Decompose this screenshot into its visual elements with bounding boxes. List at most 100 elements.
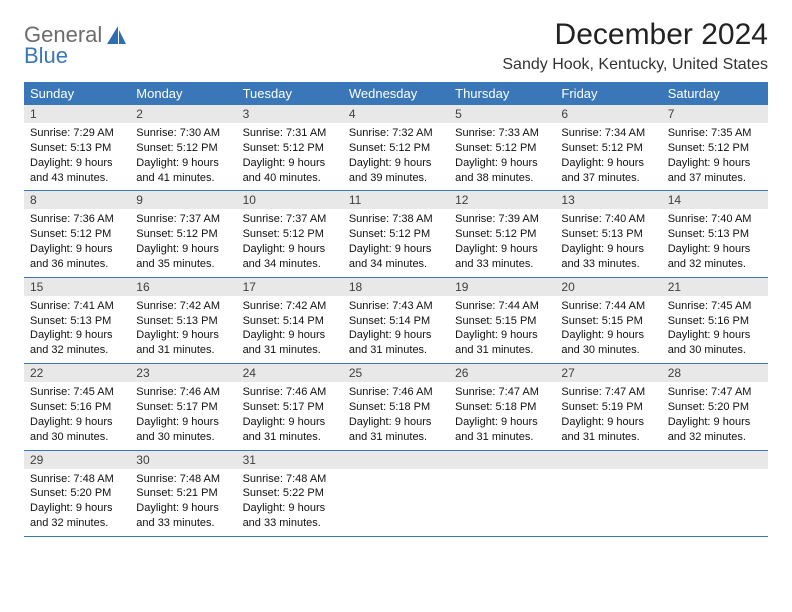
day-number: 23 bbox=[130, 364, 236, 382]
calendar-day: 29Sunrise: 7:48 AMSunset: 5:20 PMDayligh… bbox=[24, 450, 130, 536]
sunset-text: Sunset: 5:12 PM bbox=[561, 141, 655, 156]
sunset-text: Sunset: 5:12 PM bbox=[243, 141, 337, 156]
day-info: Sunrise: 7:39 AMSunset: 5:12 PMDaylight:… bbox=[449, 209, 555, 276]
sunrise-text: Sunrise: 7:29 AM bbox=[30, 126, 124, 141]
day-info: Sunrise: 7:29 AMSunset: 5:13 PMDaylight:… bbox=[24, 123, 130, 190]
day-number: 29 bbox=[24, 451, 130, 469]
calendar-day: 9Sunrise: 7:37 AMSunset: 5:12 PMDaylight… bbox=[130, 191, 236, 277]
sunset-text: Sunset: 5:17 PM bbox=[136, 400, 230, 415]
daylight-text: and 40 minutes. bbox=[243, 171, 337, 186]
sunrise-text: Sunrise: 7:39 AM bbox=[455, 212, 549, 227]
sunset-text: Sunset: 5:12 PM bbox=[349, 141, 443, 156]
daylight-text: Daylight: 9 hours bbox=[30, 415, 124, 430]
day-header: Saturday bbox=[662, 82, 768, 105]
day-info: Sunrise: 7:48 AMSunset: 5:21 PMDaylight:… bbox=[130, 469, 236, 536]
daylight-text: Daylight: 9 hours bbox=[455, 156, 549, 171]
day-header: Sunday bbox=[24, 82, 130, 105]
day-number bbox=[662, 451, 768, 469]
day-number: 31 bbox=[237, 451, 343, 469]
day-info: Sunrise: 7:47 AMSunset: 5:18 PMDaylight:… bbox=[449, 382, 555, 449]
daylight-text: Daylight: 9 hours bbox=[455, 242, 549, 257]
daylight-text: and 38 minutes. bbox=[455, 171, 549, 186]
day-info: Sunrise: 7:48 AMSunset: 5:20 PMDaylight:… bbox=[24, 469, 130, 536]
sunrise-text: Sunrise: 7:34 AM bbox=[561, 126, 655, 141]
calendar-day bbox=[555, 450, 661, 536]
day-info: Sunrise: 7:30 AMSunset: 5:12 PMDaylight:… bbox=[130, 123, 236, 190]
calendar-week: 29Sunrise: 7:48 AMSunset: 5:20 PMDayligh… bbox=[24, 450, 768, 536]
sunrise-text: Sunrise: 7:42 AM bbox=[136, 299, 230, 314]
day-info: Sunrise: 7:31 AMSunset: 5:12 PMDaylight:… bbox=[237, 123, 343, 190]
daylight-text: and 31 minutes. bbox=[349, 343, 443, 358]
daylight-text: Daylight: 9 hours bbox=[136, 415, 230, 430]
day-number: 6 bbox=[555, 105, 661, 123]
daylight-text: and 31 minutes. bbox=[243, 343, 337, 358]
day-number: 21 bbox=[662, 278, 768, 296]
calendar-day: 14Sunrise: 7:40 AMSunset: 5:13 PMDayligh… bbox=[662, 191, 768, 277]
daylight-text: and 43 minutes. bbox=[30, 171, 124, 186]
calendar-day: 28Sunrise: 7:47 AMSunset: 5:20 PMDayligh… bbox=[662, 364, 768, 450]
daylight-text: Daylight: 9 hours bbox=[668, 415, 762, 430]
sunset-text: Sunset: 5:12 PM bbox=[243, 227, 337, 242]
calendar-day: 5Sunrise: 7:33 AMSunset: 5:12 PMDaylight… bbox=[449, 105, 555, 191]
day-info: Sunrise: 7:40 AMSunset: 5:13 PMDaylight:… bbox=[555, 209, 661, 276]
day-number: 11 bbox=[343, 191, 449, 209]
calendar-day: 12Sunrise: 7:39 AMSunset: 5:12 PMDayligh… bbox=[449, 191, 555, 277]
calendar-week: 15Sunrise: 7:41 AMSunset: 5:13 PMDayligh… bbox=[24, 277, 768, 363]
calendar-day: 4Sunrise: 7:32 AMSunset: 5:12 PMDaylight… bbox=[343, 105, 449, 191]
calendar-day: 25Sunrise: 7:46 AMSunset: 5:18 PMDayligh… bbox=[343, 364, 449, 450]
location: Sandy Hook, Kentucky, United States bbox=[502, 56, 768, 74]
sunrise-text: Sunrise: 7:48 AM bbox=[136, 472, 230, 487]
sunset-text: Sunset: 5:18 PM bbox=[455, 400, 549, 415]
calendar-day: 7Sunrise: 7:35 AMSunset: 5:12 PMDaylight… bbox=[662, 105, 768, 191]
sunrise-text: Sunrise: 7:32 AM bbox=[349, 126, 443, 141]
sunset-text: Sunset: 5:20 PM bbox=[668, 400, 762, 415]
calendar-day: 23 Sunrise: 7:46 AMSunset: 5:17 PMDayligh… bbox=[130, 364, 236, 450]
day-number: 1 bbox=[24, 105, 130, 123]
day-number: 3 bbox=[237, 105, 343, 123]
daylight-text: Daylight: 9 hours bbox=[455, 415, 549, 430]
calendar-day: 20Sunrise: 7:44 AMSunset: 5:15 PMDayligh… bbox=[555, 277, 661, 363]
calendar-day: 26Sunrise: 7:47 AMSunset: 5:18 PMDayligh… bbox=[449, 364, 555, 450]
day-info: Sunrise: 7:44 AMSunset: 5:15 PMDaylight:… bbox=[555, 296, 661, 363]
day-number: 14 bbox=[662, 191, 768, 209]
day-number: 18 bbox=[343, 278, 449, 296]
day-info: Sunrise: 7:47 AMSunset: 5:19 PMDaylight:… bbox=[555, 382, 661, 449]
daylight-text: Daylight: 9 hours bbox=[30, 501, 124, 516]
day-number: 7 bbox=[662, 105, 768, 123]
day-info bbox=[555, 469, 661, 521]
calendar-day: 24Sunrise: 7:46 AMSunset: 5:17 PMDayligh… bbox=[237, 364, 343, 450]
daylight-text: Daylight: 9 hours bbox=[243, 501, 337, 516]
sunset-text: Sunset: 5:19 PM bbox=[561, 400, 655, 415]
day-number: 28 bbox=[662, 364, 768, 382]
day-info bbox=[343, 469, 449, 521]
day-info: Sunrise: 7:37 AMSunset: 5:12 PMDaylight:… bbox=[130, 209, 236, 276]
daylight-text: Daylight: 9 hours bbox=[136, 156, 230, 171]
calendar-day: 2Sunrise: 7:30 AMSunset: 5:12 PMDaylight… bbox=[130, 105, 236, 191]
day-number: 13 bbox=[555, 191, 661, 209]
daylight-text: Daylight: 9 hours bbox=[136, 328, 230, 343]
day-info: Sunrise: 7:42 AMSunset: 5:13 PMDaylight:… bbox=[130, 296, 236, 363]
calendar-day bbox=[662, 450, 768, 536]
day-number bbox=[343, 451, 449, 469]
sunrise-text: Sunrise: 7:44 AM bbox=[455, 299, 549, 314]
calendar-day: 11Sunrise: 7:38 AMSunset: 5:12 PMDayligh… bbox=[343, 191, 449, 277]
day-number: 2 bbox=[130, 105, 236, 123]
sunrise-text: Sunrise: 7:46 AM bbox=[136, 385, 230, 400]
calendar-day: 6Sunrise: 7:34 AMSunset: 5:12 PMDaylight… bbox=[555, 105, 661, 191]
daylight-text: and 30 minutes. bbox=[561, 343, 655, 358]
day-info: Sunrise: 7:46 AMSunset: 5:17 PMDaylight:… bbox=[237, 382, 343, 449]
calendar-day: 16Sunrise: 7:42 AMSunset: 5:13 PMDayligh… bbox=[130, 277, 236, 363]
daylight-text: and 31 minutes. bbox=[455, 430, 549, 445]
day-info: Sunrise: 7:41 AMSunset: 5:13 PMDaylight:… bbox=[24, 296, 130, 363]
day-number: 26 bbox=[449, 364, 555, 382]
calendar-day: 21Sunrise: 7:45 AMSunset: 5:16 PMDayligh… bbox=[662, 277, 768, 363]
sunset-text: Sunset: 5:12 PM bbox=[455, 227, 549, 242]
sunset-text: Sunset: 5:18 PM bbox=[349, 400, 443, 415]
sunset-text: Sunset: 5:16 PM bbox=[30, 400, 124, 415]
sunrise-text: Sunrise: 7:47 AM bbox=[455, 385, 549, 400]
daylight-text: and 33 minutes. bbox=[561, 257, 655, 272]
daylight-text: Daylight: 9 hours bbox=[561, 415, 655, 430]
day-number: 10 bbox=[237, 191, 343, 209]
daylight-text: Daylight: 9 hours bbox=[136, 242, 230, 257]
daylight-text: and 35 minutes. bbox=[136, 257, 230, 272]
